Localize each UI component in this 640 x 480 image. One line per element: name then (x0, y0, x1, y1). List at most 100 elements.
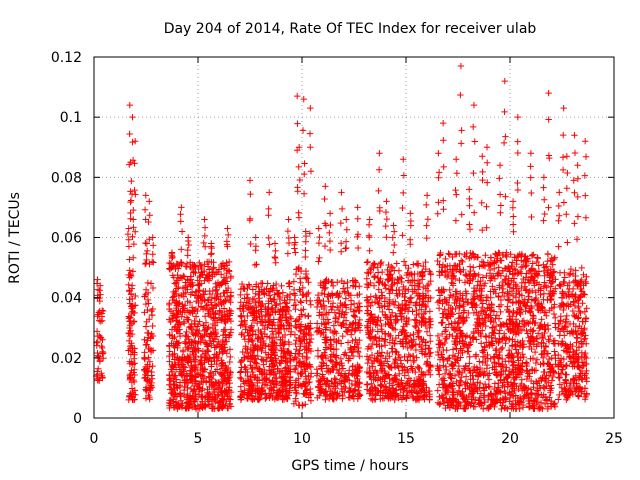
data-point (300, 330, 307, 338)
data-point (377, 358, 385, 365)
data-point (94, 368, 101, 375)
data-point (407, 241, 414, 248)
data-point (278, 377, 286, 385)
data-point (146, 316, 153, 323)
data-point (561, 332, 568, 339)
data-point (388, 345, 395, 352)
data-point (282, 358, 290, 365)
data-point (265, 234, 272, 242)
data-point (282, 314, 289, 322)
data-point (166, 316, 173, 323)
data-point (250, 346, 258, 354)
data-point (555, 396, 562, 403)
data-point (451, 318, 459, 326)
data-point (581, 308, 589, 315)
data-point (506, 284, 514, 291)
data-point (177, 258, 185, 266)
data-point (343, 328, 350, 335)
data-point (366, 247, 373, 255)
data-point (552, 355, 559, 362)
data-point (351, 371, 358, 379)
data-point (169, 253, 176, 261)
data-point (371, 261, 378, 268)
data-point (467, 299, 475, 306)
data-point (296, 275, 304, 282)
data-point (262, 319, 269, 326)
data-point (197, 333, 204, 340)
data-point (375, 187, 382, 195)
data-point (218, 315, 225, 323)
data-point (402, 335, 409, 342)
data-point (270, 361, 277, 369)
data-point (513, 320, 521, 327)
data-point (435, 199, 442, 206)
data-point (147, 280, 155, 287)
data-point-peak (479, 153, 486, 160)
data-point (284, 395, 291, 403)
data-point (286, 291, 294, 298)
data-point (572, 372, 579, 380)
data-point (256, 365, 264, 373)
data-point (518, 363, 526, 370)
data-point (505, 291, 513, 299)
data-point (128, 285, 136, 292)
data-point (169, 310, 177, 317)
data-point (127, 390, 134, 397)
data-point (145, 354, 152, 361)
data-point (515, 330, 522, 337)
data-point (248, 336, 255, 344)
data-point (446, 404, 453, 411)
data-point (322, 319, 329, 327)
data-point (169, 296, 176, 304)
data-point (221, 326, 229, 334)
data-point (471, 295, 478, 302)
data-point (518, 306, 525, 314)
data-point (247, 362, 254, 369)
data-point (576, 322, 583, 330)
data-point (263, 358, 270, 365)
data-point (526, 343, 533, 350)
data-point-peak (366, 216, 373, 223)
data-point (545, 372, 553, 379)
data-point (212, 280, 219, 287)
data-point (550, 290, 557, 298)
data-point (176, 332, 184, 340)
data-point (189, 310, 196, 317)
data-point (166, 348, 173, 355)
data-point (314, 352, 322, 360)
data-point (297, 299, 305, 306)
data-point (144, 306, 151, 314)
data-point (564, 282, 571, 289)
data-point (326, 229, 333, 237)
data-point (448, 279, 455, 286)
data-point (265, 292, 273, 299)
data-point (224, 374, 232, 381)
data-point (337, 219, 345, 227)
data-point-peak (295, 144, 303, 151)
data-point (417, 383, 425, 390)
data-point (127, 271, 134, 279)
data-point (169, 272, 176, 279)
data-point (405, 316, 412, 324)
data-point (146, 345, 154, 353)
data-point (334, 290, 341, 297)
data-point (267, 341, 275, 348)
data-point (440, 380, 448, 388)
data-point (460, 303, 467, 310)
data-point (148, 258, 156, 265)
data-point (380, 387, 388, 394)
data-point (440, 197, 447, 204)
data-point (206, 355, 214, 362)
data-point (203, 356, 211, 363)
data-point (500, 396, 508, 403)
data-point (448, 309, 455, 317)
data-point (183, 314, 191, 321)
data-point (178, 246, 185, 253)
data-point (462, 272, 470, 279)
data-point (548, 305, 555, 312)
data-point (457, 140, 465, 147)
data-point (271, 362, 278, 369)
data-point (172, 366, 180, 373)
data-point (530, 312, 537, 320)
data-point-peak (307, 104, 314, 112)
